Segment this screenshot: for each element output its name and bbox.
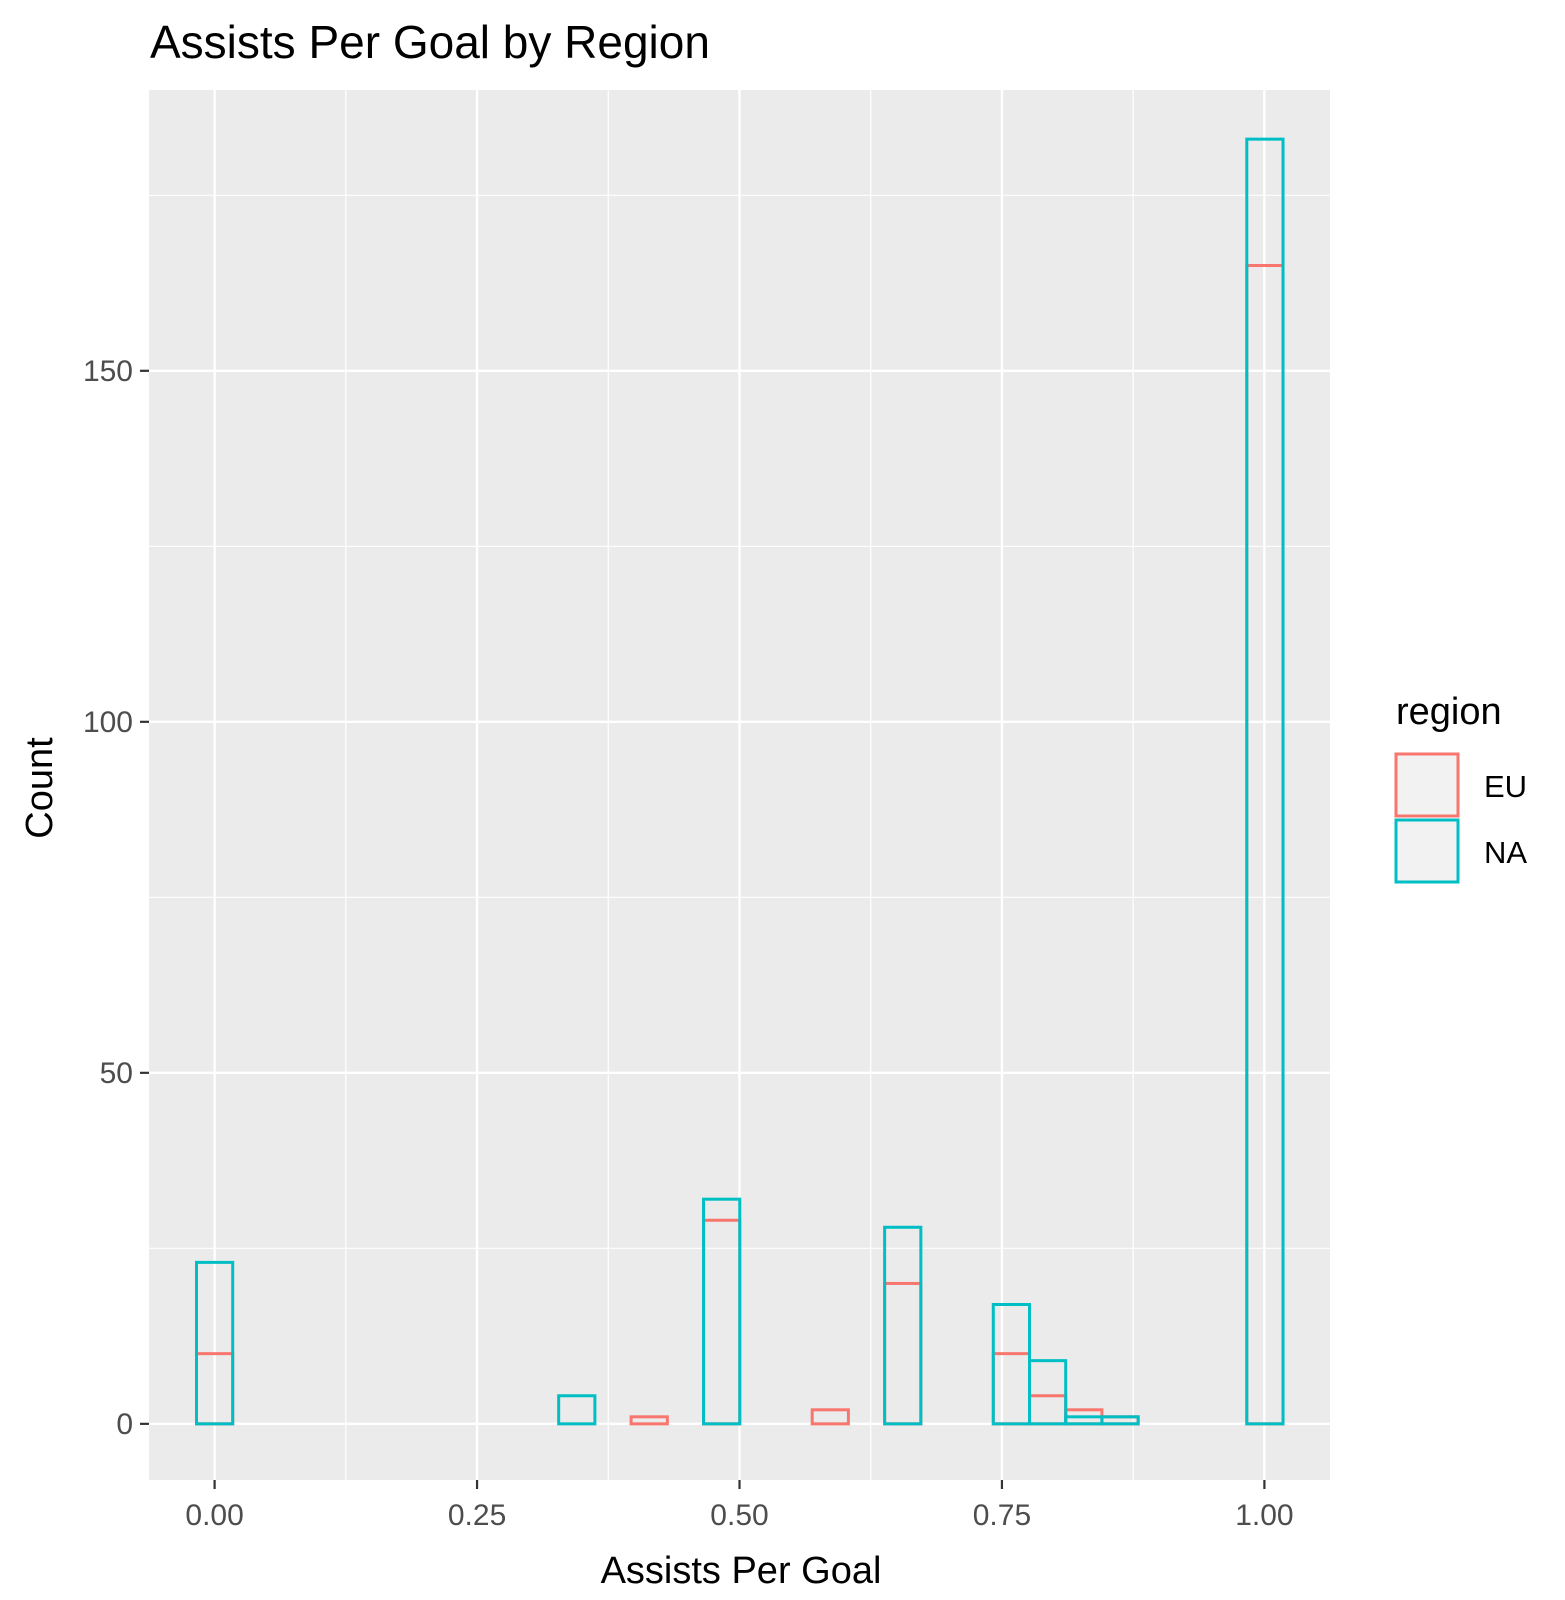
x-tick-label: 0.00 bbox=[185, 1499, 243, 1532]
y-tick-label: 100 bbox=[83, 706, 133, 739]
legend-key-eu bbox=[1394, 752, 1460, 818]
legend-title: region bbox=[1396, 691, 1502, 733]
bar-eu bbox=[810, 1408, 850, 1426]
bar-na bbox=[702, 1197, 742, 1426]
y-axis: 0 50 100 150 bbox=[83, 355, 149, 1441]
legend-item-eu: EU bbox=[1394, 752, 1527, 818]
chart-title: Assists Per Goal by Region bbox=[150, 16, 710, 68]
x-tick-label: 0.25 bbox=[448, 1499, 506, 1532]
y-tick-label: 150 bbox=[83, 355, 133, 388]
x-tick-label: 0.50 bbox=[710, 1499, 768, 1532]
histogram-bars bbox=[195, 137, 1285, 1426]
bar-na bbox=[1245, 137, 1285, 1426]
legend-item-na: NA bbox=[1394, 818, 1527, 884]
bar-na bbox=[883, 1225, 923, 1426]
major-gridlines bbox=[149, 90, 1330, 1480]
legend-label-eu: EU bbox=[1484, 769, 1527, 804]
series-na bbox=[195, 137, 1285, 1426]
y-axis-title: Count bbox=[19, 737, 61, 839]
legend-label-na: NA bbox=[1484, 835, 1527, 870]
bar-na bbox=[1100, 1415, 1140, 1426]
bar-na bbox=[1028, 1359, 1068, 1426]
bar-na bbox=[557, 1394, 597, 1426]
y-tick-label: 0 bbox=[116, 1408, 133, 1441]
legend-key-na bbox=[1394, 818, 1460, 884]
y-tick-label: 50 bbox=[100, 1057, 133, 1090]
legend: region EU NA bbox=[1394, 691, 1527, 884]
bar-na bbox=[195, 1260, 235, 1426]
x-axis-title: Assists Per Goal bbox=[601, 1550, 882, 1592]
x-axis: 0.00 0.25 0.50 0.75 1.00 bbox=[185, 1480, 1294, 1532]
bar-eu bbox=[629, 1415, 669, 1426]
x-tick-label: 0.75 bbox=[973, 1499, 1031, 1532]
x-tick-label: 1.00 bbox=[1235, 1499, 1293, 1532]
